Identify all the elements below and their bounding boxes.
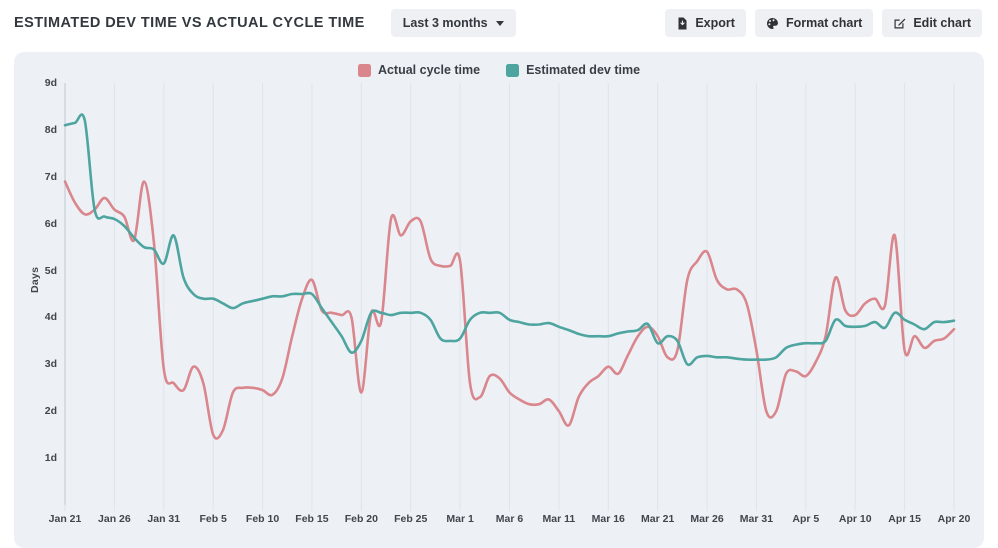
- page-title: ESTIMATED DEV TIME VS ACTUAL CYCLE TIME: [14, 15, 365, 31]
- legend-label-estimated: Estimated dev time: [526, 63, 641, 77]
- export-button[interactable]: Export: [665, 9, 746, 37]
- edit-chart-button-label: Edit chart: [913, 16, 971, 30]
- x-tick-mar-1: Mar 1: [446, 513, 474, 525]
- legend-item-actual-cycle-time[interactable]: Actual cycle time: [357, 63, 481, 77]
- legend-label-actual: Actual cycle time: [377, 63, 481, 77]
- y-axis-title: Days: [29, 266, 42, 293]
- y-tick-7d: 7d: [44, 170, 57, 183]
- x-tick-mar-6: Mar 6: [495, 513, 524, 525]
- y-tick-1d: 1d: [44, 452, 57, 465]
- x-tick-feb-10: Feb 10: [245, 513, 280, 525]
- y-tick-6d: 6d: [44, 217, 57, 230]
- chart-legend: Actual cycle time Estimated dev time: [0, 63, 998, 77]
- format-chart-button[interactable]: Format chart: [754, 9, 874, 37]
- x-tick-mar-26: Mar 26: [690, 513, 724, 525]
- x-tick-mar-16: Mar 16: [591, 513, 625, 525]
- export-button-label: Export: [695, 16, 735, 30]
- legend-swatch-estimated: [506, 63, 520, 77]
- y-tick-9d: 9d: [44, 77, 57, 89]
- x-tick-feb-5: Feb 5: [199, 513, 227, 525]
- x-tick-apr-5: Apr 5: [792, 513, 820, 525]
- x-tick-jan-31: Jan 31: [147, 513, 181, 525]
- x-tick-feb-25: Feb 25: [394, 513, 428, 525]
- x-tick-feb-20: Feb 20: [344, 513, 378, 525]
- series-line-estimated-dev-time: [63, 113, 956, 367]
- x-tick-mar-21: Mar 21: [641, 513, 675, 525]
- x-tick-jan-26: Jan 26: [98, 513, 131, 525]
- series-line-actual-cycle-time: [63, 180, 956, 440]
- legend-item-estimated-dev-time[interactable]: Estimated dev time: [506, 63, 640, 77]
- x-tick-mar-31: Mar 31: [739, 513, 774, 525]
- date-range-value: Last 3 months: [402, 16, 488, 30]
- x-tick-apr-20: Apr 20: [937, 513, 971, 525]
- chart-card: [14, 52, 984, 548]
- y-tick-5d: 5d: [44, 264, 57, 277]
- x-tick-mar-11: Mar 11: [542, 513, 576, 525]
- date-range-dropdown[interactable]: Last 3 months: [390, 9, 516, 37]
- legend-swatch-actual: [357, 63, 371, 77]
- x-tick-apr-15: Apr 15: [888, 513, 921, 525]
- download-file-icon: [676, 17, 688, 30]
- x-tick-jan-21: Jan 21: [48, 513, 82, 525]
- y-tick-4d: 4d: [44, 311, 57, 324]
- chevron-down-icon: [495, 20, 504, 26]
- format-chart-button-label: Format chart: [785, 16, 863, 30]
- x-tick-apr-10: Apr 10: [838, 513, 872, 525]
- x-tick-feb-15: Feb 15: [295, 513, 329, 525]
- header: ESTIMATED DEV TIME VS ACTUAL CYCLE TIME …: [0, 0, 998, 46]
- palette-icon: [766, 17, 779, 30]
- edit-pencil-icon: [893, 17, 906, 30]
- y-tick-8d: 8d: [44, 123, 57, 136]
- edit-chart-button[interactable]: Edit chart: [882, 9, 982, 37]
- y-tick-3d: 3d: [44, 358, 57, 371]
- y-tick-2d: 2d: [44, 405, 57, 418]
